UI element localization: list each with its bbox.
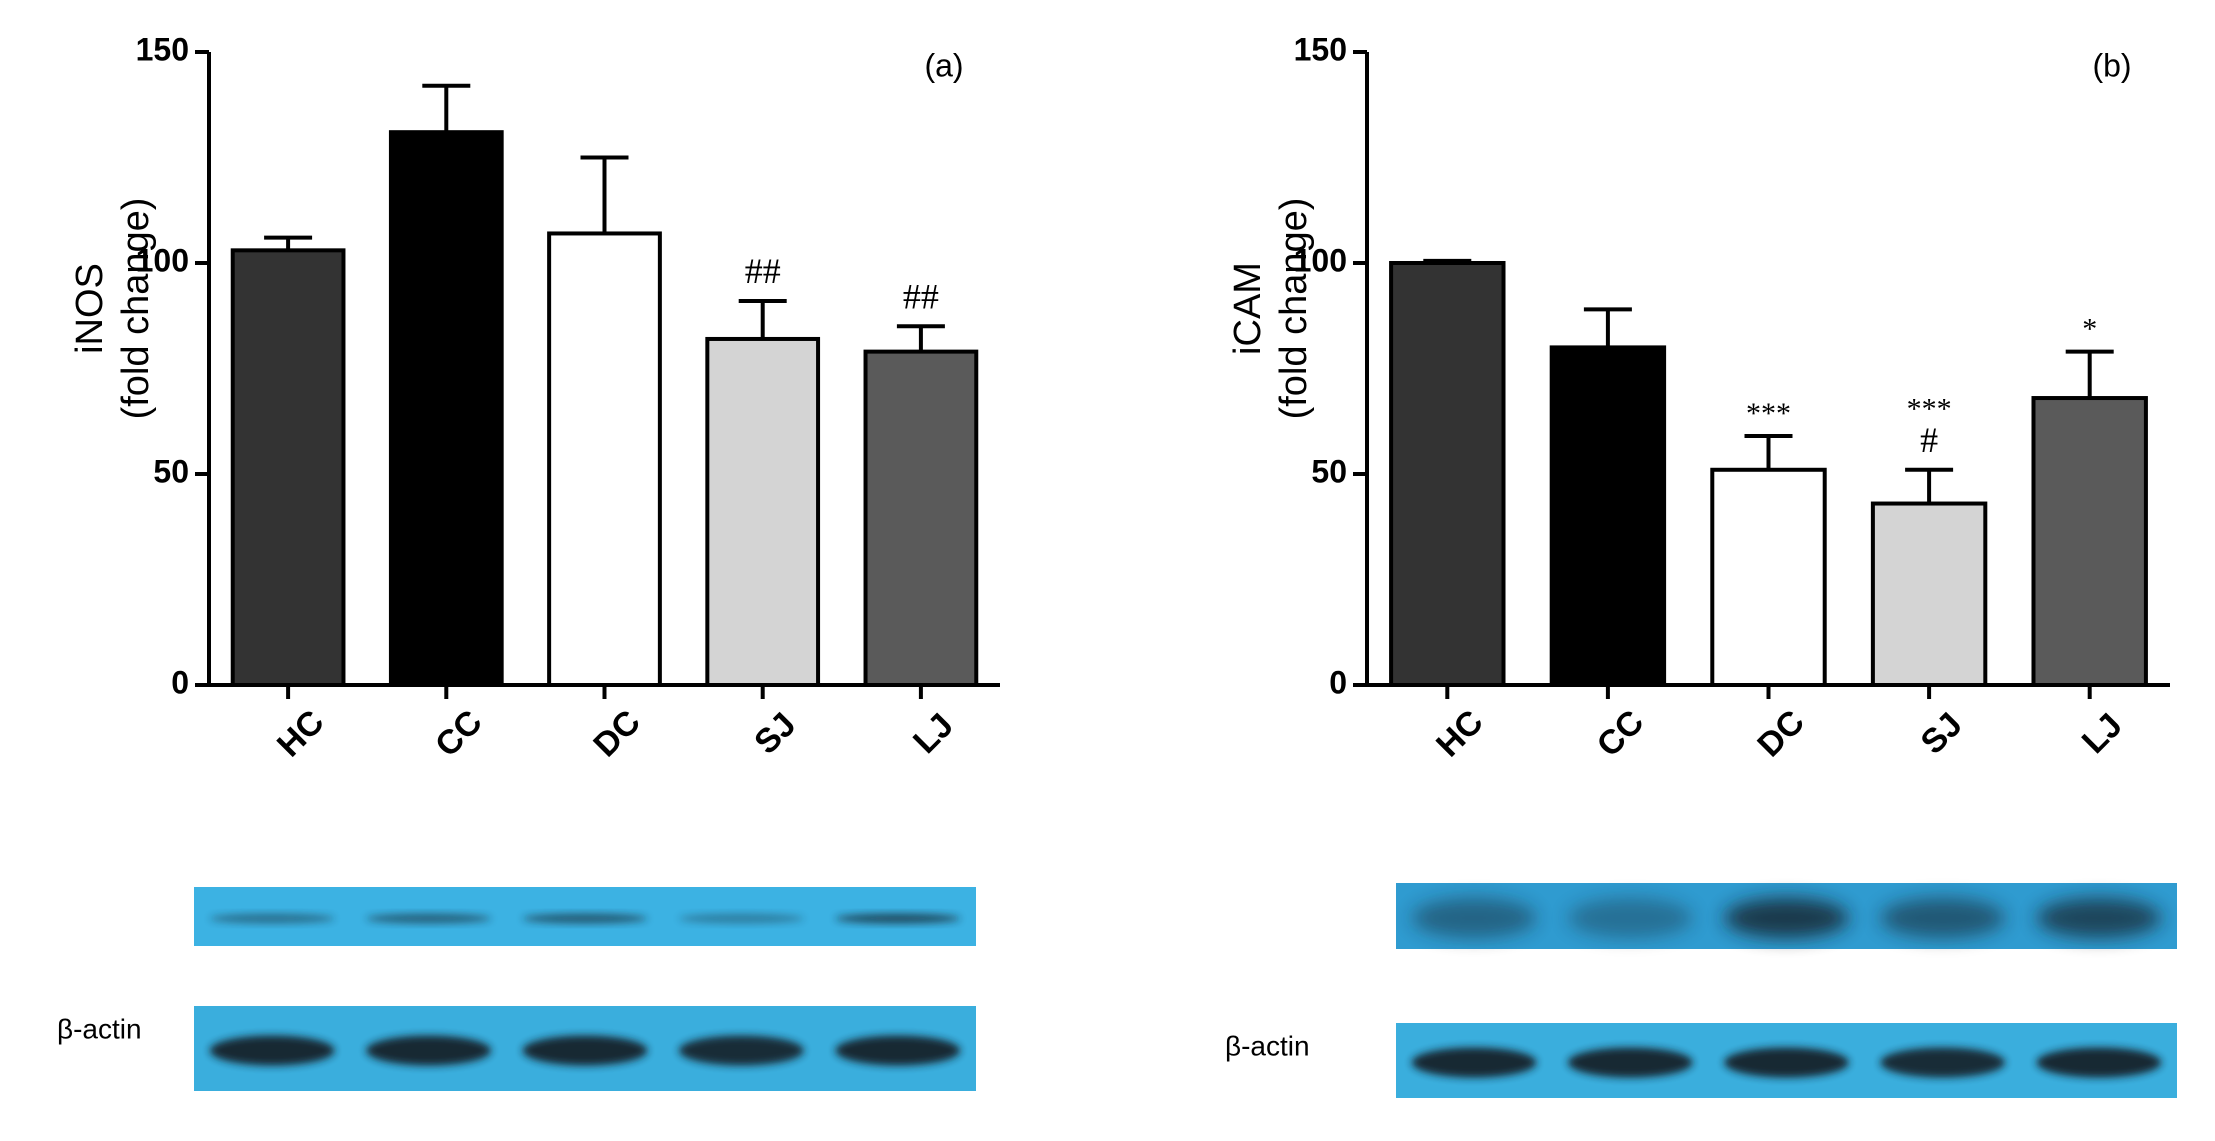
- x-tick-label: LJ: [906, 706, 961, 761]
- panel-label: (b): [2092, 47, 2131, 83]
- y-tick-label: 0: [171, 664, 189, 700]
- target-blot-band: [1567, 898, 1693, 938]
- x-tick-label: HC: [270, 703, 332, 765]
- significance-mark: ***: [1746, 397, 1791, 430]
- x-tick-label: CC: [428, 703, 490, 765]
- y-tick-label: 50: [1311, 453, 1347, 489]
- significance-mark: *: [2082, 313, 2097, 346]
- y-tick-label: 100: [1294, 242, 1347, 278]
- actin-blot-band: [678, 1035, 804, 1066]
- x-tick-label: CC: [1590, 703, 1652, 765]
- actin-blot-band: [1880, 1047, 2006, 1078]
- significance-mark: ##: [745, 251, 781, 291]
- western-blot: β-actin: [1225, 883, 2177, 1098]
- target-blot-band: [366, 913, 492, 924]
- blot-label: β-actin: [1225, 1030, 1310, 1061]
- actin-blot-band: [1567, 1047, 1693, 1078]
- bar: [2031, 396, 2148, 687]
- y-axis-label-line: iCAM: [1227, 262, 1269, 355]
- bar: [863, 349, 979, 687]
- y-axis-label: iNOS (fold change): [69, 198, 157, 420]
- y-axis-label-line: iNOS: [69, 263, 111, 354]
- target-blot-band: [522, 913, 648, 924]
- significance-mark: ***: [1907, 393, 1952, 426]
- x-tick-label: SJ: [747, 705, 803, 761]
- bar: [1549, 345, 1667, 687]
- panel-label: (a): [924, 47, 963, 83]
- x-tick-label: DC: [586, 703, 648, 765]
- bar-chart: 0 50 100 150 iNOS (fold change) (a) HC CC DC ## SJ #…: [69, 31, 1000, 764]
- actin-blot-band: [366, 1035, 492, 1066]
- bar: [547, 231, 662, 688]
- y-tick-label: 0: [1329, 664, 1347, 700]
- x-tick-label: SJ: [1914, 705, 1970, 761]
- target-blot-band: [1724, 898, 1849, 938]
- target-blot-band: [678, 913, 804, 924]
- x-tick-label: DC: [1750, 703, 1812, 765]
- y-tick-label: 150: [136, 31, 189, 67]
- significance-mark: #: [1920, 420, 1938, 460]
- bar: [388, 130, 504, 687]
- significance-mark: ##: [903, 277, 939, 317]
- bar: [705, 336, 821, 687]
- actin-blot-band: [209, 1035, 335, 1066]
- target-blot-band: [2036, 898, 2162, 938]
- y-axis-label-line: (fold change): [1273, 198, 1315, 420]
- actin-blot-band: [1724, 1047, 1849, 1078]
- actin-blot-band: [1411, 1047, 1537, 1078]
- bar: [1389, 261, 1506, 687]
- y-tick-label: 100: [136, 242, 189, 278]
- x-tick-label: LJ: [2075, 706, 2130, 761]
- bar: [1870, 501, 1988, 688]
- bar: [1710, 467, 1827, 687]
- y-tick-label: 150: [1294, 31, 1347, 67]
- x-tick-label: HC: [1429, 703, 1491, 765]
- actin-blot-band: [2036, 1047, 2162, 1078]
- blot-label: β-actin: [57, 1013, 142, 1044]
- target-blot-band: [209, 913, 335, 924]
- y-axis-label-line: (fold change): [115, 198, 157, 420]
- target-blot-band: [835, 913, 961, 924]
- target-blot-band: [1880, 898, 2006, 938]
- western-blot: β-actin: [57, 887, 976, 1091]
- y-tick-label: 50: [153, 453, 189, 489]
- target-blot-band: [1411, 898, 1537, 938]
- actin-blot-band: [835, 1035, 961, 1066]
- actin-blot-band: [522, 1035, 648, 1066]
- bar: [230, 248, 346, 687]
- y-axis-label: iCAM (fold change): [1227, 198, 1315, 420]
